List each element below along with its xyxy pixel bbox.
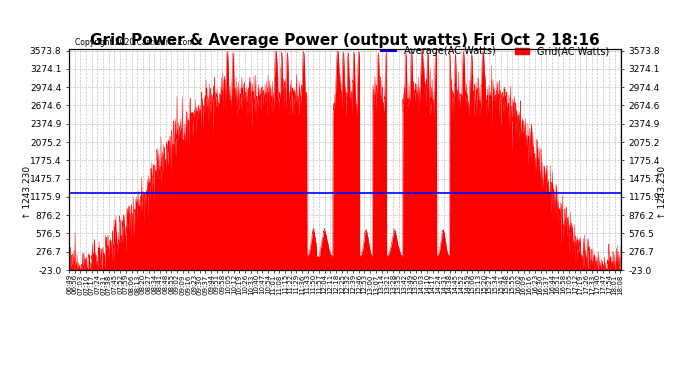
- Text: ↑ 1243.230: ↑ 1243.230: [23, 165, 32, 219]
- Text: Copyright 2020 Cartronics.com: Copyright 2020 Cartronics.com: [75, 38, 194, 46]
- Legend: Average(AC Watts), Grid(AC Watts): Average(AC Watts), Grid(AC Watts): [377, 42, 613, 60]
- Text: ↑ 1243.230: ↑ 1243.230: [658, 165, 667, 219]
- Title: Grid Power & Average Power (output watts) Fri Oct 2 18:16: Grid Power & Average Power (output watts…: [90, 33, 600, 48]
